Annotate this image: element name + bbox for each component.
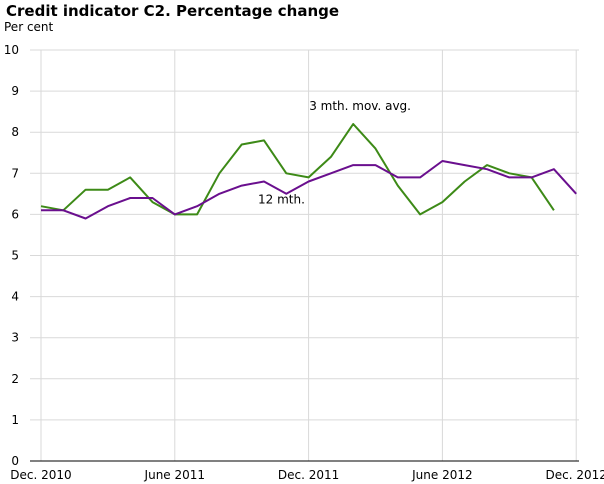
gridlines	[30, 49, 579, 461]
series-line-1	[41, 160, 577, 220]
y-tick-label: 7	[11, 166, 19, 180]
y-axis-label: Per cent	[4, 20, 54, 34]
annotation-3mth: 3 mth. mov. avg.	[309, 99, 411, 113]
x-tick-label: June 2011	[144, 468, 206, 482]
y-tick-label: 8	[11, 125, 19, 139]
y-tick-label: 10	[4, 43, 19, 57]
x-tick-label: Dec. 2012	[546, 468, 604, 482]
y-tick-label: 4	[11, 290, 19, 304]
y-tick-label: 1	[11, 413, 19, 427]
y-tick-label: 0	[11, 454, 19, 468]
y-tick-label: 3	[11, 331, 19, 345]
x-axis-ticks: Dec. 2010 June 2011 Dec. 2011 June 2012 Dec.…	[10, 468, 604, 482]
series-annotations: 3 mth. mov. avg. 12 mth.	[258, 99, 411, 207]
annotation-12mth: 12 mth.	[258, 193, 305, 207]
y-tick-label: 2	[11, 372, 19, 386]
x-tick-label: Dec. 2010	[10, 468, 71, 482]
y-tick-label: 9	[11, 84, 19, 98]
series-lines	[40, 123, 577, 220]
y-axis-ticks: 0 1 2 3 4 5 6 7 8 9 10	[4, 43, 19, 468]
chart-title: Credit indicator C2. Percentage change	[6, 2, 339, 20]
y-tick-label: 5	[11, 249, 19, 263]
x-tick-label: June 2012	[411, 468, 473, 482]
y-tick-label: 6	[11, 207, 19, 221]
series-line-0	[40, 123, 555, 216]
x-tick-label: Dec. 2011	[278, 468, 339, 482]
